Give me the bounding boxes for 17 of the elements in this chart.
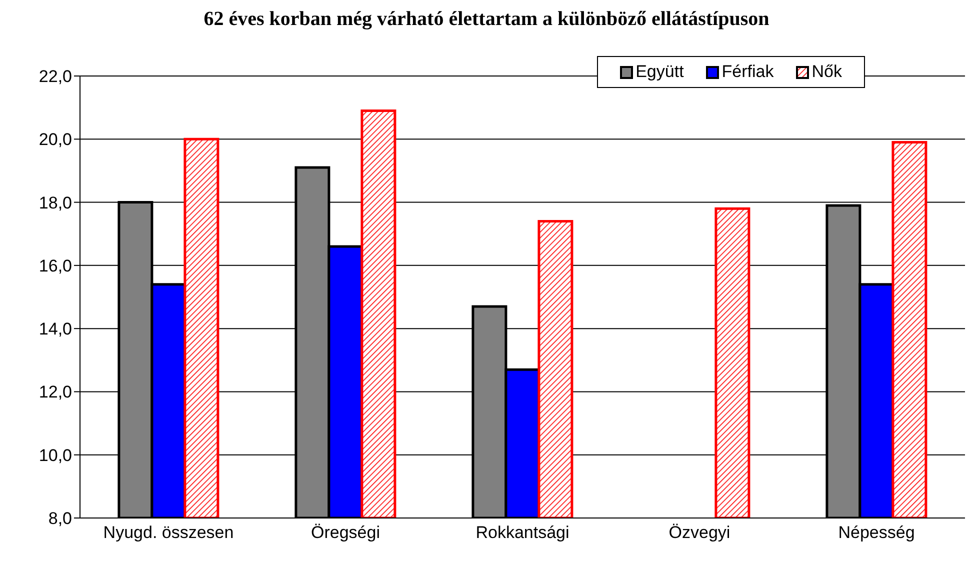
x-tick-label: Népesség — [838, 523, 915, 542]
x-tick-label: Özvegyi — [668, 523, 730, 542]
x-tick-label: Rokkantsági — [476, 523, 570, 542]
y-tick-label: 22,0 — [38, 67, 72, 86]
chart-title: 62 éves korban még várható élettartam a különböző ellátástípuson — [202, 8, 770, 32]
legend-label: Férfiak — [720, 62, 774, 82]
x-tick-label: Öregségi — [311, 523, 380, 542]
y-tick-label: 8,0 — [48, 509, 72, 528]
y-tick-label: 12,0 — [38, 382, 72, 402]
y-tick-label: 14,0 — [38, 320, 72, 339]
y-tick-label: 10,0 — [38, 446, 72, 465]
y-tick-label: 16,0 — [38, 256, 72, 276]
y-tick-label: 18,0 — [38, 193, 72, 212]
legend-label: Együtt — [634, 62, 684, 82]
legend-label: Nők — [810, 62, 842, 82]
y-tick-label: 20,0 — [38, 130, 72, 150]
x-tick-label: Nyugd. összesen — [103, 523, 234, 542]
